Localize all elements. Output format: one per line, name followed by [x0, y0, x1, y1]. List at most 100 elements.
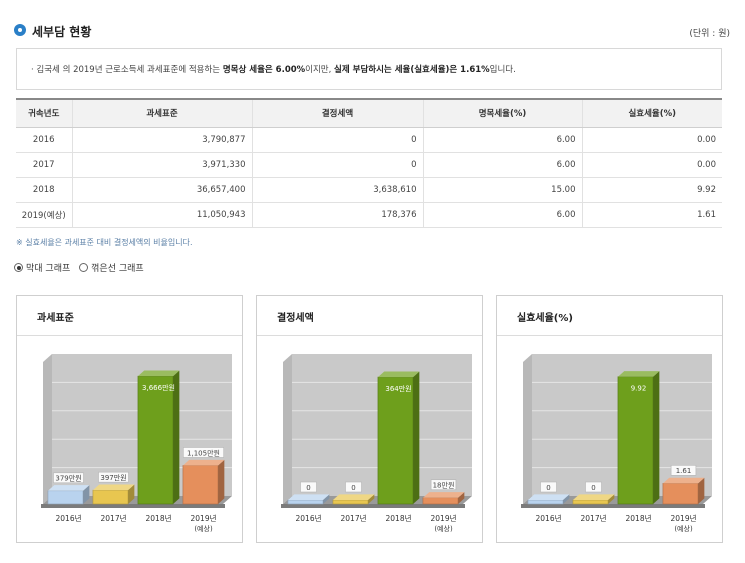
cell-nominal-rate: 6.00: [422, 202, 582, 228]
chart-bar-top: [182, 459, 225, 466]
cell-tax-amount: 3,638,610: [251, 177, 423, 203]
cell-effective-rate: 0.00: [581, 127, 722, 153]
tax-table: 귀속년도 과세표준 결정세액 명목세율(%) 실효세율(%) 2016 3,79…: [16, 98, 722, 228]
chart-bar: [377, 371, 420, 505]
chart-bar-top: [527, 494, 570, 500]
chart-data-label: 0: [591, 484, 595, 492]
chart-category-label: 2019년: [671, 513, 697, 523]
chart-bar-top: [422, 492, 465, 498]
chart-data-label: 0: [546, 484, 550, 492]
chart-bar-top: [92, 484, 135, 491]
chart-floor-edge: [41, 504, 225, 508]
chart-bar: [332, 494, 375, 505]
cell-effective-rate: 1.61: [581, 202, 722, 228]
cell-effective-rate: 9.92: [581, 177, 722, 203]
chart-bar-front: [572, 499, 609, 505]
graph-type-selector: 막대 그래프 꺾은선 그래프: [14, 261, 150, 275]
radio-unselected-icon[interactable]: [79, 263, 89, 272]
chart-data-label: 9.92: [631, 385, 647, 393]
chart-bar-side: [413, 371, 420, 504]
chart-data-label: 0: [306, 484, 310, 492]
cell-year: 2018: [16, 177, 72, 203]
chart-data-label-box: [53, 472, 84, 484]
table-row: 2018 36,657,400 3,638,610 15.00 9.92: [16, 177, 722, 203]
chart-bar-side: [458, 492, 465, 504]
line-graph-radio[interactable]: 꺾은선 그래프: [79, 261, 144, 274]
chart-title: 실효세율(%): [517, 313, 573, 324]
chart-bar: [92, 484, 135, 505]
chart-bar-front: [422, 497, 459, 505]
chart-data-label: 379만원: [55, 474, 81, 483]
chart-data-label: 3,666만원: [142, 383, 175, 392]
chart-bar: [182, 459, 225, 505]
chart-panel-header: 결정세액: [257, 296, 482, 336]
cell-tax-base: 3,790,877: [71, 127, 252, 153]
chart-data-label-box: [540, 481, 557, 493]
chart-bar: [137, 370, 180, 505]
unit-label: (단위 : 원): [689, 29, 730, 39]
chart-data-label-box: [585, 481, 602, 493]
chart-panel-tax-base: 과세표준 379만원 2016년 397만원 2017년 3,666만원 2018년 1,1…: [16, 295, 243, 543]
cell-tax-amount: 0: [251, 152, 423, 178]
chart-data-label: 18만원: [433, 481, 455, 490]
chart-bar-top: [662, 477, 705, 484]
summary-prefix: · 김국세 의 2019년 근로소득세 과세표준에 적용하는: [31, 65, 223, 75]
cell-year: 2017: [16, 152, 72, 178]
chart-bar-front: [662, 483, 699, 505]
chart-data-label-box: [300, 481, 317, 493]
table-row: 2016 3,790,877 0 6.00 0.00: [16, 127, 722, 153]
chart-bar-side: [173, 370, 180, 504]
chart-category-label: 2019년: [191, 513, 217, 523]
chart-bar-top: [332, 494, 375, 500]
chart-panel-header: 과세표준: [17, 296, 242, 336]
line-graph-label[interactable]: 꺾은선 그래프: [91, 264, 144, 274]
section-title: 세부담 현황: [32, 25, 92, 39]
chart-bar-side: [563, 494, 570, 504]
chart-title: 과세표준: [37, 313, 74, 324]
chart-bar-front: [92, 489, 129, 505]
col-header-tax-amount: 결정세액: [251, 98, 423, 128]
chart-bar-top: [617, 371, 660, 377]
bar-graph-radio[interactable]: 막대 그래프: [14, 261, 70, 274]
table-row: 2019(예상) 11,050,943 178,376 6.00 1.61: [16, 202, 722, 228]
col-header-effective-rate: 실효세율(%): [581, 98, 722, 128]
chart-tax-base: 379만원 2016년 397만원 2017년 3,666만원 2018년 1,105만원 2…: [41, 354, 232, 533]
cell-effective-rate: 0.00: [581, 152, 722, 178]
chart-side-wall: [523, 354, 532, 504]
chart-data-label: 1.61: [676, 467, 692, 475]
chart-bar: [572, 494, 615, 505]
chart-bar-top: [287, 494, 330, 500]
chart-category-sublabel: (예상): [674, 524, 693, 533]
cell-nominal-rate: 15.00: [422, 177, 582, 203]
chart-floor-edge: [281, 504, 465, 508]
chart-bar-side: [128, 484, 135, 504]
chart-category-label: 2018년: [626, 513, 652, 523]
chart-bar-front: [377, 376, 414, 505]
chart-tax-amount: 0 2016년 0 2017년 364만원 2018년 18만원 2019년(예상): [281, 354, 472, 533]
chart-data-label-box: [183, 447, 225, 458]
cell-tax-amount: 0: [251, 127, 423, 153]
bar-graph-label[interactable]: 막대 그래프: [26, 264, 71, 274]
chart-bar-front: [47, 490, 84, 505]
summary-middle: 이지만,: [305, 65, 335, 75]
cell-tax-base: 11,050,943: [71, 202, 252, 228]
chart-bar-front: [617, 376, 654, 505]
chart-title: 결정세액: [277, 313, 314, 324]
col-header-year: 귀속년도: [16, 98, 72, 128]
chart-category-sublabel: (예상): [434, 524, 453, 533]
chart-category-label: 2019년: [431, 513, 457, 523]
effective-rate-note: ※ 실효세율은 과세표준 대비 결정세액의 비율입니다.: [16, 238, 193, 247]
chart-data-label: 1,105만원: [187, 448, 220, 457]
section-header: 세부담 현황 (단위 : 원): [14, 22, 730, 40]
summary-effective-rate: 실제 부담하시는 세율(실효세율)은 1.61%: [334, 65, 490, 75]
radio-selected-icon[interactable]: [14, 263, 23, 272]
bullet-circle-icon: [14, 24, 26, 36]
summary-text: · 김국세 의 2019년 근로소득세 과세표준에 적용하는 명목상 세율은 6…: [31, 63, 516, 75]
chart-data-label-box: [670, 465, 697, 476]
chart-panel-header: 실효세율(%): [497, 296, 722, 336]
chart-category-label: 2016년: [296, 513, 322, 523]
chart-category-label: 2016년: [56, 513, 82, 523]
chart-bar: [662, 477, 705, 505]
chart-bar-top: [377, 371, 420, 378]
chart-category-label: 2018년: [146, 513, 172, 523]
